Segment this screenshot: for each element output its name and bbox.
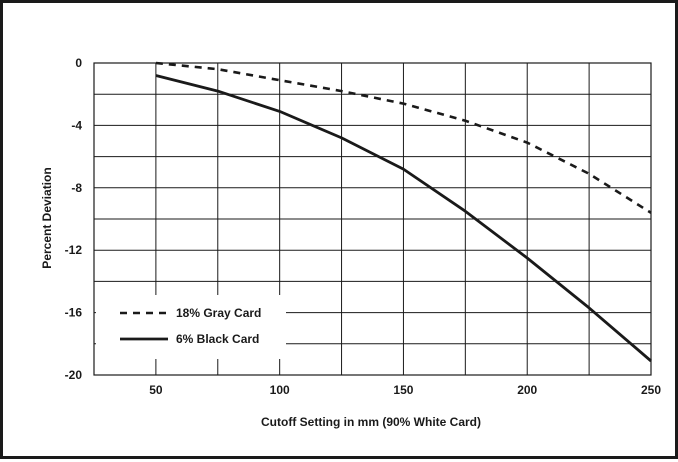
x-tick-label: 100 [270,383,290,397]
y-tick-label: 0 [75,56,82,70]
series-lines [155,61,652,363]
x-axis-title: Cutoff Setting in mm (90% White Card) [261,415,481,429]
y-tick-label: -4 [71,118,82,132]
y-tick-label: -12 [65,243,83,257]
series-line-1 [155,61,652,214]
y-axis-title: Percent Deviation [40,167,54,268]
plot-border [93,62,652,376]
legend: 18% Gray Card 6% Black Card [96,295,286,359]
x-tick-label: 150 [393,383,413,397]
x-tick-label: 50 [149,383,163,397]
x-tick-label: 200 [517,383,537,397]
x-tick-label: 250 [641,383,661,397]
y-tick-label: -16 [65,306,83,320]
legend-box [96,295,286,359]
y-tick-label: -20 [65,368,83,382]
line-chart: 0 -4 -8 -12 -16 -20 50 100 150 200 250 18% Gray Ca… [40,56,662,429]
series-line-2 [155,74,652,363]
legend-label: 6% Black Card [176,332,259,346]
y-tick-label: -8 [71,181,82,195]
legend-label: 18% Gray Card [176,306,261,320]
tick-labels: 0 -4 -8 -12 -16 -20 50 100 150 200 250 [65,56,662,397]
